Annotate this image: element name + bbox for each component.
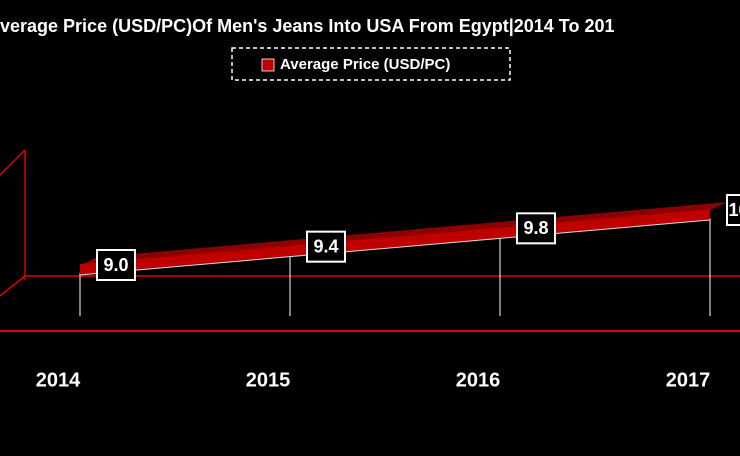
legend-marker: [261, 58, 275, 72]
legend-label: Average Price (USD/PC): [280, 56, 450, 73]
data-label-box: [726, 194, 740, 226]
x-tick-label: 2015: [246, 369, 291, 391]
x-tick-label: 2017: [666, 369, 711, 391]
legend-box: [231, 47, 511, 81]
data-label: 9.4: [313, 236, 338, 256]
chart-title: verage Price (USD/PC)Of Men's Jeans Into…: [0, 16, 615, 36]
data-label-box: [96, 249, 136, 281]
ribbon-edge: [79, 219, 711, 276]
line: [79, 209, 711, 266]
data-label: 9.8: [523, 218, 548, 238]
data-label-box: [306, 230, 346, 263]
data-label: 10.2: [728, 200, 740, 220]
x-tick-label: 2014: [36, 369, 81, 391]
x-tick-label: 2016: [456, 369, 501, 391]
ribbon-top: [80, 202, 728, 265]
data-label-box: [516, 212, 556, 245]
wall-edge: [0, 149, 26, 176]
floor-side-edge: [0, 275, 26, 297]
data-label: 9.0: [103, 255, 128, 275]
